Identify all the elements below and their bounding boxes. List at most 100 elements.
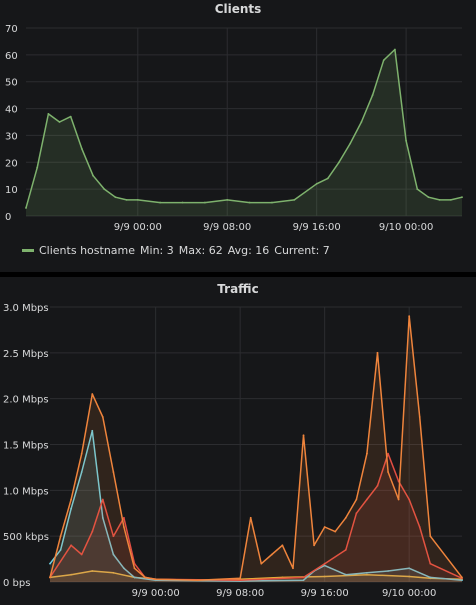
traffic-data-point xyxy=(323,562,326,565)
clients-data-point xyxy=(103,188,106,191)
clients-y-tick-label: 10 xyxy=(5,185,18,196)
clients-data-point xyxy=(203,201,206,204)
clients-data-point xyxy=(92,174,94,177)
traffic-data-point xyxy=(366,498,368,501)
traffic-data-point xyxy=(387,471,389,473)
traffic-data-point xyxy=(323,564,326,567)
traffic-data-point xyxy=(302,434,305,437)
clients-data-point xyxy=(427,196,430,199)
traffic-data-point xyxy=(302,579,305,582)
traffic-data-point xyxy=(387,570,389,572)
traffic-data-point xyxy=(302,576,305,579)
legend-series-name[interactable]: Clients hostname xyxy=(39,244,136,257)
legend-color-swatch xyxy=(22,249,34,252)
clients-data-point xyxy=(382,59,385,62)
clients-legend: Clients hostname Min: 3 Max: 62 Avg: 16 … xyxy=(22,244,335,257)
clients-y-tick-label: 20 xyxy=(5,158,18,169)
traffic-series-line-3 xyxy=(49,315,463,581)
traffic-y-tick-label: 1.0 Mbps xyxy=(3,486,49,497)
traffic-data-point xyxy=(123,526,125,528)
clients-data-point xyxy=(349,142,352,145)
traffic-data-point xyxy=(154,578,157,581)
clients-data-point xyxy=(371,94,374,97)
traffic-data-point xyxy=(133,567,136,570)
traffic-data-point xyxy=(49,576,51,579)
traffic-data-point xyxy=(49,562,51,565)
traffic-x-tick-label: 9/9 16:00 xyxy=(301,588,349,599)
clients-data-point xyxy=(271,201,273,204)
clients-x-tick-label: 9/9 16:00 xyxy=(293,222,341,233)
clients-data-point xyxy=(159,201,162,204)
traffic-data-point xyxy=(91,570,94,572)
clients-x-tick-label: 9/9 00:00 xyxy=(114,222,162,233)
clients-y-tick-label: 60 xyxy=(5,51,18,62)
clients-y-tick-label: 50 xyxy=(5,78,18,89)
traffic-data-point xyxy=(91,530,94,533)
traffic-data-point xyxy=(112,471,115,473)
traffic-data-point xyxy=(408,315,411,318)
traffic-y-tick-label: 3.0 Mbps xyxy=(3,303,49,314)
traffic-data-point xyxy=(133,576,136,579)
traffic-data-point xyxy=(344,549,347,551)
traffic-data-point xyxy=(260,562,263,565)
clients-data-point xyxy=(360,121,363,123)
traffic-data-point xyxy=(387,452,389,455)
traffic-panel-title[interactable]: Traffic xyxy=(217,282,259,296)
traffic-data-point xyxy=(91,393,94,395)
traffic-y-tick-label: 1.5 Mbps xyxy=(3,441,49,452)
traffic-x-tick-label: 9/10 00:00 xyxy=(382,588,436,599)
clients-series-line-0 xyxy=(25,48,463,209)
traffic-data-point xyxy=(80,553,83,556)
clients-data-point xyxy=(136,198,139,201)
traffic-data-point xyxy=(344,516,347,519)
traffic-data-point xyxy=(418,526,421,528)
clients-data-point xyxy=(125,198,128,201)
clients-chart: 0 10 20 30 40 50 60 70 9/9 00:00 9/9 08:00 9/9 16:… xyxy=(5,24,463,233)
legend-current: Current: 7 xyxy=(274,244,330,257)
traffic-data-point xyxy=(366,452,368,455)
traffic-y-tick-label: 2.5 Mbps xyxy=(3,349,49,360)
clients-data-point xyxy=(461,196,463,199)
traffic-data-point xyxy=(408,575,411,578)
traffic-data-point xyxy=(59,535,62,538)
traffic-data-point xyxy=(239,577,242,580)
clients-y-tick-label: 40 xyxy=(5,105,18,116)
traffic-data-point xyxy=(355,498,358,501)
traffic-data-point xyxy=(270,553,273,556)
traffic-data-point xyxy=(91,429,94,432)
clients-data-point xyxy=(58,121,61,123)
traffic-data-point xyxy=(461,576,463,579)
legend-min: Min: 3 xyxy=(140,244,174,257)
traffic-series-area-3 xyxy=(50,316,462,582)
clients-data-point xyxy=(338,161,340,164)
traffic-data-point xyxy=(70,544,73,547)
traffic-data-point xyxy=(323,526,326,528)
traffic-data-point xyxy=(461,579,463,582)
traffic-data-point xyxy=(112,553,115,556)
clients-data-point xyxy=(405,139,408,142)
traffic-data-point xyxy=(376,351,379,354)
clients-data-point xyxy=(416,188,419,191)
traffic-data-point xyxy=(112,535,115,538)
traffic-data-point xyxy=(281,544,284,547)
clients-data-point xyxy=(226,198,229,201)
traffic-data-point xyxy=(344,573,347,576)
traffic-y-tick-label: 2.0 Mbps xyxy=(3,395,49,406)
traffic-chart: 0 bps 500 kbps 1.0 Mbps 1.5 Mbps 2.0 Mbps 2.5… xyxy=(3,303,463,599)
clients-panel-title[interactable]: Clients xyxy=(214,2,262,16)
clients-data-point xyxy=(248,201,251,204)
clients-data-point xyxy=(449,198,452,201)
traffic-data-point xyxy=(70,507,73,510)
clients-data-point xyxy=(36,166,39,169)
traffic-data-point xyxy=(80,452,83,455)
traffic-data-point xyxy=(101,498,104,501)
traffic-data-point xyxy=(123,567,125,570)
traffic-data-point xyxy=(429,535,432,538)
traffic-data-point xyxy=(80,471,83,473)
clients-data-point xyxy=(181,201,184,204)
traffic-data-point xyxy=(196,579,199,582)
traffic-panel: Traffic 0 bps 500 kbps 1.0 Mbps 1.5 Mbps 2.0… xyxy=(0,277,476,605)
traffic-data-point xyxy=(249,516,252,519)
traffic-data-point xyxy=(144,576,146,579)
traffic-data-point xyxy=(313,544,316,547)
